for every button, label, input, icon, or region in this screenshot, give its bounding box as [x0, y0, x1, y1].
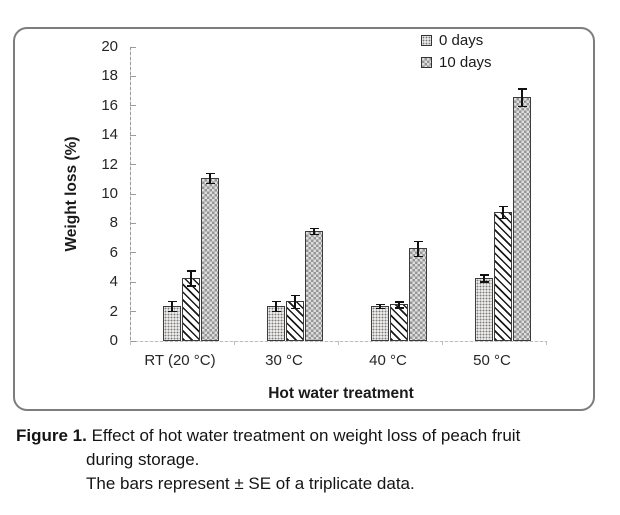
- x-category-label: 30 °C: [265, 352, 303, 369]
- caption-line-3: The bars represent ± SE of a triplicate …: [86, 474, 415, 493]
- y-axis-tick: [130, 193, 136, 195]
- error-bar: [275, 300, 277, 311]
- legend-entry-0-days: 0 days: [421, 29, 492, 51]
- y-axis-tick-label: 0: [109, 332, 118, 349]
- error-bar: [171, 300, 173, 311]
- error-bar: [190, 270, 192, 286]
- y-axis-tick: [130, 311, 136, 313]
- bar-series-1-50 °C: [494, 211, 512, 341]
- error-bar: [483, 274, 485, 282]
- y-axis-tick-label: 14: [101, 126, 118, 144]
- bar-10 days-RT (20 °C): [201, 177, 219, 341]
- error-bar-cap-bottom: [290, 307, 300, 310]
- legend-label: 0 days: [439, 31, 484, 49]
- error-bar: [379, 303, 381, 308]
- legend-swatch-checker-icon: [421, 56, 432, 68]
- y-axis-tick: [130, 252, 136, 254]
- error-bar-cap-bottom: [167, 310, 177, 313]
- bar-10 days-40 °C: [409, 248, 427, 341]
- y-axis-tick-label: 18: [101, 67, 118, 85]
- caption-text-1: Effect of hot water treatment on weight …: [91, 426, 521, 445]
- caption-line-1: Figure 1. Effect of hot water treatment …: [16, 424, 612, 448]
- bar-series-1-40 °C: [390, 304, 408, 341]
- error-bar: [209, 172, 211, 183]
- figure-caption: Figure 1. Effect of hot water treatment …: [8, 424, 612, 496]
- error-bar-cap-top: [394, 301, 404, 303]
- error-bar-cap-top: [309, 227, 319, 230]
- error-bar: [294, 294, 296, 308]
- error-bar-cap-bottom: [205, 182, 215, 185]
- x-axis-tick: [234, 341, 235, 345]
- y-axis-tick-label: 12: [101, 155, 118, 173]
- error-bar: [502, 205, 504, 218]
- bar-series-1-RT (20 °C): [182, 277, 200, 341]
- bar-series-1-30 °C: [286, 301, 304, 341]
- figure-number-label: Figure 1.: [16, 426, 87, 445]
- x-axis-title: Hot water treatment: [268, 385, 414, 402]
- bar-0 days-40 °C: [371, 305, 389, 341]
- x-axis-tick: [130, 341, 131, 345]
- y-axis-title: Weight loss (%): [63, 136, 80, 252]
- legend-label: 10 days: [439, 53, 492, 71]
- y-axis-tick-label: 6: [109, 243, 118, 261]
- error-bar: [313, 227, 315, 234]
- caption-line-2: during storage.: [86, 450, 200, 469]
- error-bar-cap-top: [186, 270, 196, 272]
- error-bar: [417, 241, 419, 256]
- error-bar: [398, 301, 400, 308]
- error-bar-cap-bottom: [394, 307, 404, 309]
- x-category-label: 40 °C: [369, 352, 407, 369]
- x-axis-tick: [546, 341, 547, 345]
- error-bar-cap-bottom: [517, 105, 527, 108]
- error-bar-cap-top: [375, 303, 385, 305]
- bar-0 days-50 °C: [475, 277, 493, 341]
- legend: 0 days 10 days: [421, 29, 492, 73]
- y-axis-tick: [130, 105, 136, 107]
- error-bar-cap-top: [479, 274, 489, 276]
- error-bar-cap-top: [167, 300, 177, 302]
- bar-0 days-RT (20 °C): [163, 305, 181, 341]
- legend-swatch-dots-icon: [421, 34, 432, 46]
- x-axis-tick: [442, 341, 443, 345]
- error-bar-cap-bottom: [413, 255, 423, 258]
- x-category-label: RT (20 °C): [144, 352, 216, 369]
- error-bar-cap-bottom: [186, 285, 196, 287]
- error-bar-cap-top: [413, 241, 423, 243]
- error-bar-cap-bottom: [498, 217, 508, 219]
- error-bar-cap-top: [290, 294, 300, 297]
- y-axis-tick: [130, 222, 136, 224]
- error-bar-cap-top: [498, 205, 508, 208]
- error-bar-cap-bottom: [479, 281, 489, 283]
- y-axis-tick-label: 2: [109, 302, 118, 320]
- y-axis-tick: [130, 340, 136, 342]
- y-axis-tick: [130, 164, 136, 166]
- y-axis-tick: [130, 134, 136, 136]
- bar-0 days-30 °C: [267, 305, 285, 341]
- bar-10 days-30 °C: [305, 230, 323, 341]
- error-bar-cap-top: [205, 172, 215, 175]
- y-axis-tick-label: 8: [109, 214, 118, 232]
- y-axis-tick: [130, 46, 136, 48]
- legend-entry-10-days: 10 days: [421, 51, 492, 73]
- error-bar-cap-bottom: [271, 310, 281, 313]
- y-axis-tick-label: 4: [109, 273, 118, 291]
- y-axis-tick: [130, 281, 136, 283]
- y-axis-tick-label: 16: [101, 96, 118, 114]
- y-axis-tick: [130, 75, 136, 77]
- x-category-label: 50 °C: [473, 352, 511, 369]
- error-bar-cap-bottom: [375, 307, 385, 310]
- y-axis-tick-label: 10: [101, 185, 118, 202]
- error-bar-cap-bottom: [309, 233, 319, 236]
- bar-10 days-50 °C: [513, 96, 531, 341]
- error-bar-cap-top: [271, 300, 281, 302]
- error-bar-cap-top: [517, 88, 527, 90]
- y-axis-tick-label: 20: [101, 38, 118, 55]
- error-bar: [521, 88, 523, 106]
- x-axis-tick: [338, 341, 339, 345]
